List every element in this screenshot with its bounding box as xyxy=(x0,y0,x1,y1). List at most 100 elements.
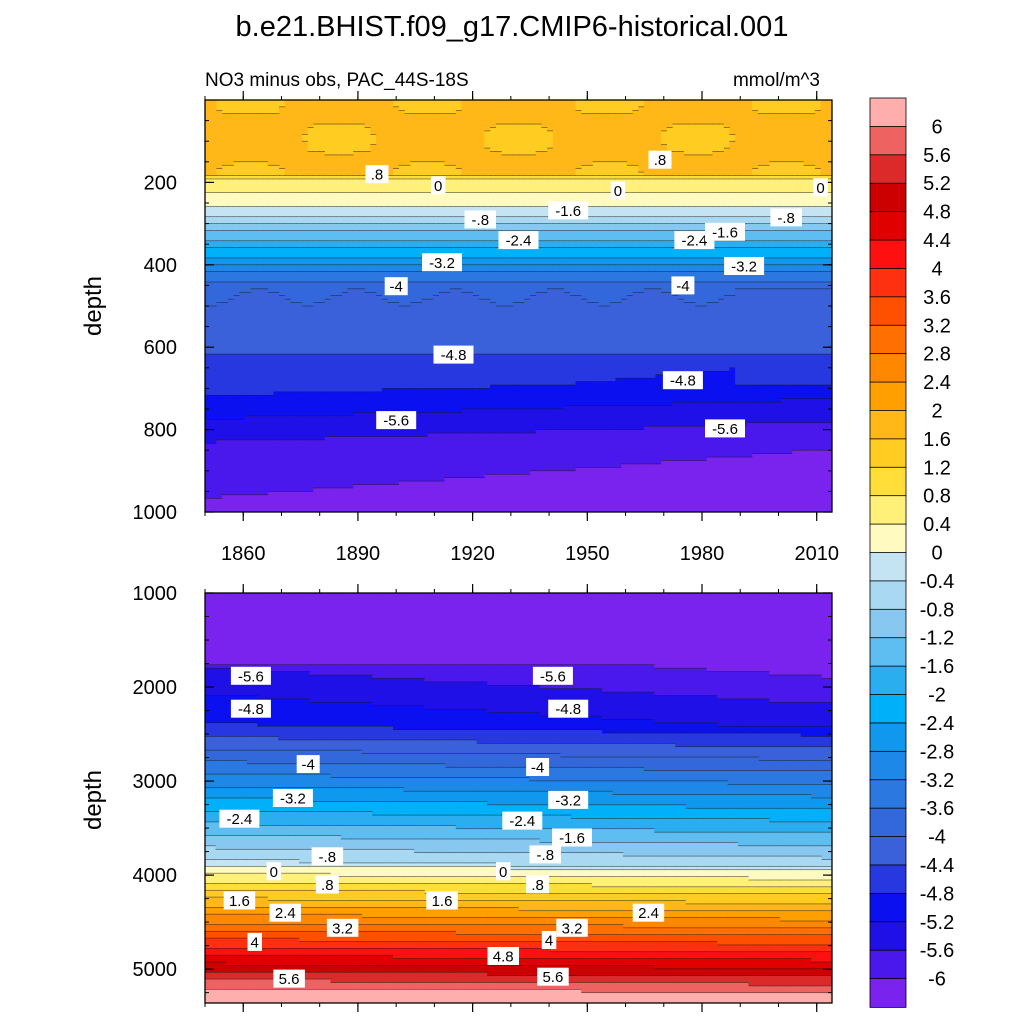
colorbar-box xyxy=(869,978,907,1008)
colorbar-box xyxy=(869,154,907,185)
colorbar-label: 4.4 xyxy=(923,230,951,252)
top-ytick-label: 200 xyxy=(144,172,177,194)
top-subtitle: NO3 minus obs, PAC_44S-18S xyxy=(205,70,469,91)
top-units: mmol/m^3 xyxy=(733,70,820,91)
top-ytick-label: 600 xyxy=(144,337,177,359)
colorbar-box xyxy=(869,97,907,128)
contour-label: -2.4 xyxy=(502,811,543,830)
colorbar-box xyxy=(869,807,907,838)
colorbar-label: 4.8 xyxy=(923,202,951,224)
bottom-plot-frame xyxy=(204,592,833,1004)
contour-label: -1.6 xyxy=(548,201,589,220)
colorbar-box xyxy=(869,268,907,298)
colorbar-label: -3.6 xyxy=(920,798,954,820)
colorbar: 6 5.6 5.2 4.8 4.4 4 3.6 3.2 2.8 2.4 2 1.6 1.2 0.8 0.4 0… xyxy=(869,97,954,1008)
colorbar-label: -0.4 xyxy=(920,571,954,593)
colorbar-box xyxy=(869,949,907,980)
top-axes: 200 400 600 800 1000 1860 1890 1920 1950 1980 2010 xyxy=(133,91,839,565)
colorbar-box xyxy=(869,324,907,355)
bottom-ylabel: depth xyxy=(80,770,107,830)
colorbar-label: 5.6 xyxy=(923,145,951,167)
colorbar-label: -1.2 xyxy=(920,628,954,650)
colorbar-box xyxy=(869,410,907,440)
colorbar-box xyxy=(869,126,907,156)
top-ytick-label: 800 xyxy=(144,420,177,442)
contour-label: -4.8 xyxy=(433,345,474,364)
bottom-ytick-label: 1000 xyxy=(133,583,178,605)
colorbar-label: 3.6 xyxy=(923,287,951,309)
bottom-contour-labels: -5.6 -4.8 -4 -3.2 -2.4 -.8 0 .8 1.6 2.4 3.2 4 5.6 -5.… xyxy=(219,666,665,988)
colorbar-label: -1.6 xyxy=(920,656,954,678)
colorbar-box xyxy=(869,892,907,923)
contour-label: -.8 xyxy=(770,208,802,227)
contour-label: -2.4 xyxy=(674,231,715,250)
contour-label: -2.4 xyxy=(498,231,539,250)
colorbar-box xyxy=(869,182,907,213)
contour-label: 3.2 xyxy=(326,918,359,937)
contour-label: 0 xyxy=(496,862,511,881)
figure-title: b.e21.BHIST.f09_g17.CMIP6-historical.001 xyxy=(236,11,789,43)
contour-label: 2.4 xyxy=(632,903,665,922)
contour-label: -4.8 xyxy=(230,699,271,718)
colorbar-label: 2.4 xyxy=(923,372,951,394)
top-xtick-label: 1860 xyxy=(221,543,266,565)
colorbar-box xyxy=(869,921,907,951)
contour-label: -.8 xyxy=(311,847,344,866)
colorbar-box xyxy=(869,665,907,696)
colorbar-label: -5.2 xyxy=(920,912,954,934)
bottom-axes: 1000 2000 3000 4000 5000 xyxy=(133,583,832,1012)
contour-label: -4 xyxy=(296,755,320,774)
contour-label: -5.6 xyxy=(230,666,271,685)
colorbar-box xyxy=(869,495,907,525)
colorbar-label: -5.6 xyxy=(920,940,954,962)
top-xtick-label: 2010 xyxy=(794,543,839,565)
colorbar-label: -2 xyxy=(928,685,946,707)
colorbar-box xyxy=(869,523,907,554)
top-contour-labels: .80-.8-1.6-2.4-3.2-4-4.8-5.60.8-2.4 -1.6-… xyxy=(365,150,828,438)
bottom-ytick-label: 4000 xyxy=(133,865,178,887)
colorbar-label: 6 xyxy=(931,116,942,138)
contour-label: 0 xyxy=(610,181,626,200)
colorbar-label: -0.8 xyxy=(920,599,954,621)
colorbar-box xyxy=(869,438,907,469)
top-xtick-label: 1920 xyxy=(450,543,495,565)
contour-label: 2.4 xyxy=(269,903,301,922)
colorbar-box xyxy=(869,750,907,781)
contour-label: 3.2 xyxy=(556,918,588,937)
colorbar-label: -2.4 xyxy=(920,713,954,735)
contour-label: -1.6 xyxy=(705,222,745,241)
colorbar-box xyxy=(869,381,907,412)
contour-label: -4 xyxy=(384,277,408,296)
colorbar-label: -4.4 xyxy=(920,855,954,877)
colorbar-label: 0.8 xyxy=(923,486,951,508)
colorbar-label: 2.8 xyxy=(923,344,951,366)
contour-label: 5.6 xyxy=(537,967,569,986)
colorbar-box xyxy=(869,864,907,895)
contour-label: 1.6 xyxy=(223,891,256,910)
contour-label: -.8 xyxy=(529,845,561,864)
colorbar-label: -2.8 xyxy=(920,741,954,763)
contour-label: -3.2 xyxy=(548,790,589,809)
colorbar-label: -3.2 xyxy=(920,770,954,792)
bottom-ytick-label: 5000 xyxy=(133,959,178,981)
top-panel: NO3 minus obs, PAC_44S-18S mmol/m^3 200 4… xyxy=(80,70,839,565)
contour-label: -4.8 xyxy=(662,371,703,390)
colorbar-label: 0.4 xyxy=(923,514,951,536)
colorbar-label: -4.8 xyxy=(920,883,954,905)
colorbar-label: -4 xyxy=(928,827,946,849)
colorbar-label: 0 xyxy=(931,543,942,565)
colorbar-label: 1.2 xyxy=(923,457,951,479)
colorbar-box xyxy=(869,722,907,753)
colorbar-label: 2 xyxy=(931,401,942,423)
colorbar-label: 5.2 xyxy=(923,173,951,195)
colorbar-box xyxy=(869,779,907,809)
contour-label: 4 xyxy=(247,932,262,951)
contour-label: -4 xyxy=(526,758,550,777)
colorbar-box xyxy=(869,836,907,866)
contour-label: -2.4 xyxy=(219,809,260,828)
top-ytick-label: 400 xyxy=(144,255,177,277)
contour-label: .8 xyxy=(315,875,339,894)
top-contour-fill xyxy=(205,100,832,512)
contour-label: -5.6 xyxy=(532,666,573,685)
